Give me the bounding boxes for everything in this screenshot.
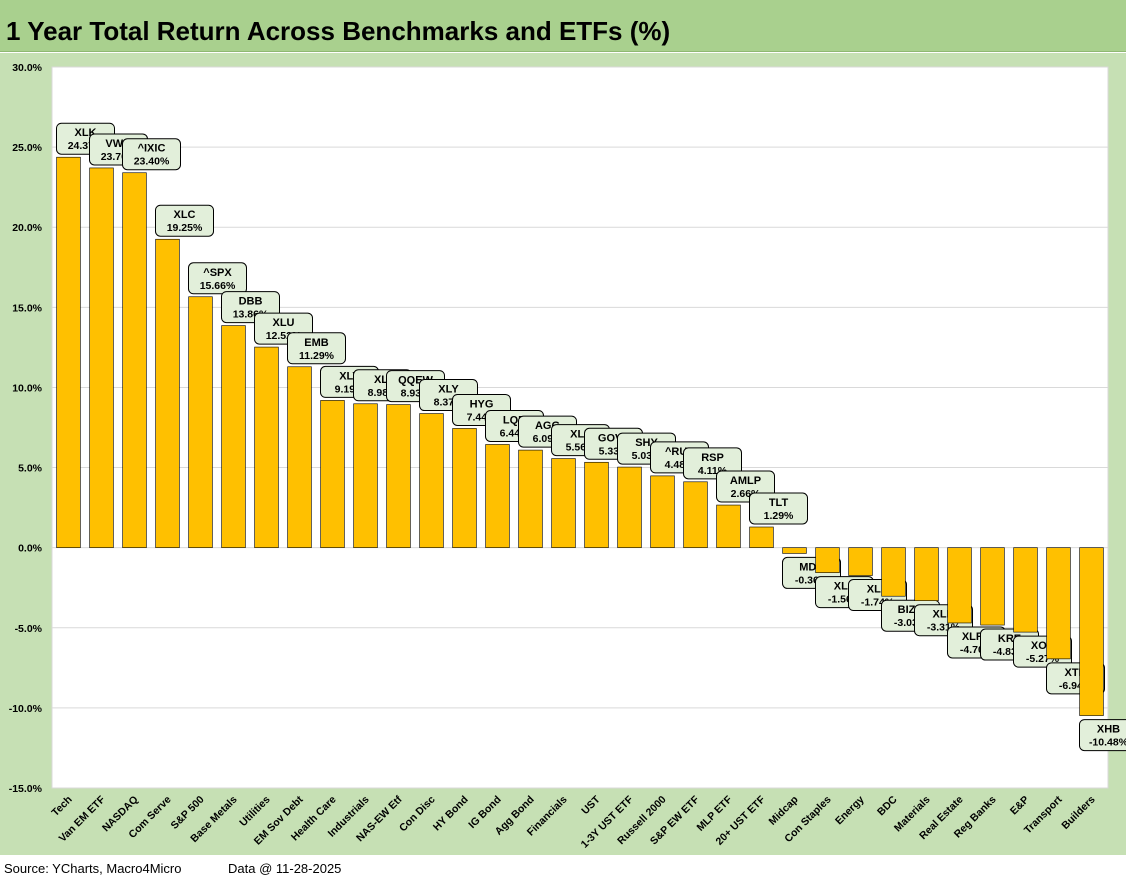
category-label: HY Bond xyxy=(431,794,471,834)
bar xyxy=(56,156,81,548)
y-tick-label: 10.0% xyxy=(12,382,42,394)
data-label-ticker: TLT xyxy=(769,497,789,509)
data-label-ticker: XLU xyxy=(273,317,295,329)
bar xyxy=(353,403,378,548)
bar xyxy=(1013,547,1038,633)
bar xyxy=(1079,547,1104,716)
data-label-value: 1.29% xyxy=(764,510,794,522)
bar xyxy=(518,449,543,548)
y-tick-label: 5.0% xyxy=(18,463,43,475)
bar xyxy=(815,547,840,573)
bar xyxy=(452,428,477,548)
bar xyxy=(782,547,807,554)
data-label-ticker: XHB xyxy=(1097,724,1120,736)
bar xyxy=(89,167,114,548)
data-label-ticker: ^SPX xyxy=(203,267,232,279)
y-tick-label: 20.0% xyxy=(12,222,42,234)
data-label-box xyxy=(188,262,247,295)
y-tick-label: 25.0% xyxy=(12,142,42,154)
bar xyxy=(221,325,246,548)
bar xyxy=(419,413,444,548)
y-tick-label: -5.0% xyxy=(15,623,43,635)
data-label-box xyxy=(749,492,808,525)
category-label: E&P xyxy=(1008,794,1032,818)
source-note: Source: YCharts, Macro4Micro xyxy=(4,861,182,876)
data-label-ticker: EMB xyxy=(304,337,329,349)
data-label-ticker: DBB xyxy=(239,296,263,308)
data-label-ticker: XLY xyxy=(438,384,459,396)
title-bar: 1 Year Total Return Across Benchmarks an… xyxy=(0,0,1126,52)
bar xyxy=(683,481,708,548)
bar xyxy=(485,444,510,548)
bar xyxy=(584,461,609,548)
data-label-box xyxy=(287,332,346,365)
category-label: Con Disc xyxy=(397,794,438,835)
y-tick-label: 0.0% xyxy=(18,543,43,555)
bar xyxy=(881,547,906,597)
data-label-value: 15.66% xyxy=(200,280,236,292)
data-label-ticker: ^IXIC xyxy=(138,143,166,155)
bar xyxy=(980,547,1005,626)
data-label-value: 19.25% xyxy=(167,222,203,234)
bar xyxy=(320,400,345,548)
bar xyxy=(188,296,213,548)
bar xyxy=(287,366,312,548)
bar xyxy=(551,458,576,548)
data-label-ticker: HYG xyxy=(470,398,494,410)
bar xyxy=(947,547,972,624)
bar xyxy=(386,404,411,548)
category-label: BDC xyxy=(875,793,900,818)
bar xyxy=(122,172,147,548)
bar xyxy=(914,547,939,602)
bar xyxy=(650,475,675,548)
data-label-value: 23.40% xyxy=(134,156,170,168)
bar xyxy=(617,466,642,548)
bar xyxy=(155,238,180,548)
data-label-value: 11.29% xyxy=(299,350,335,362)
data-label-ticker: AMLP xyxy=(730,475,761,487)
data-label-box xyxy=(1079,719,1126,752)
bar xyxy=(749,526,774,548)
category-label: Energy xyxy=(833,794,867,828)
data-label-value: -10.48% xyxy=(1089,737,1126,749)
bar xyxy=(716,504,741,548)
data-label-box xyxy=(122,138,181,171)
bar xyxy=(1046,547,1071,660)
category-label: UST xyxy=(579,793,603,817)
y-tick-label: 15.0% xyxy=(12,302,42,314)
footer: Source: YCharts, Macro4Micro Data @ 11-2… xyxy=(0,855,1126,886)
data-date: Data @ 11-28-2025 xyxy=(228,861,342,876)
category-label: Tech xyxy=(49,794,74,819)
bar xyxy=(848,547,873,576)
data-label-ticker: XLC xyxy=(174,209,196,221)
data-label-box xyxy=(155,204,214,237)
data-label-ticker: RSP xyxy=(701,452,724,464)
bar xyxy=(254,346,279,548)
y-tick-label: -15.0% xyxy=(9,783,43,795)
chart-title: 1 Year Total Return Across Benchmarks an… xyxy=(6,16,671,46)
y-tick-label: -10.0% xyxy=(9,703,43,715)
y-tick-label: 30.0% xyxy=(12,62,42,74)
category-label: Builders xyxy=(1059,794,1097,832)
